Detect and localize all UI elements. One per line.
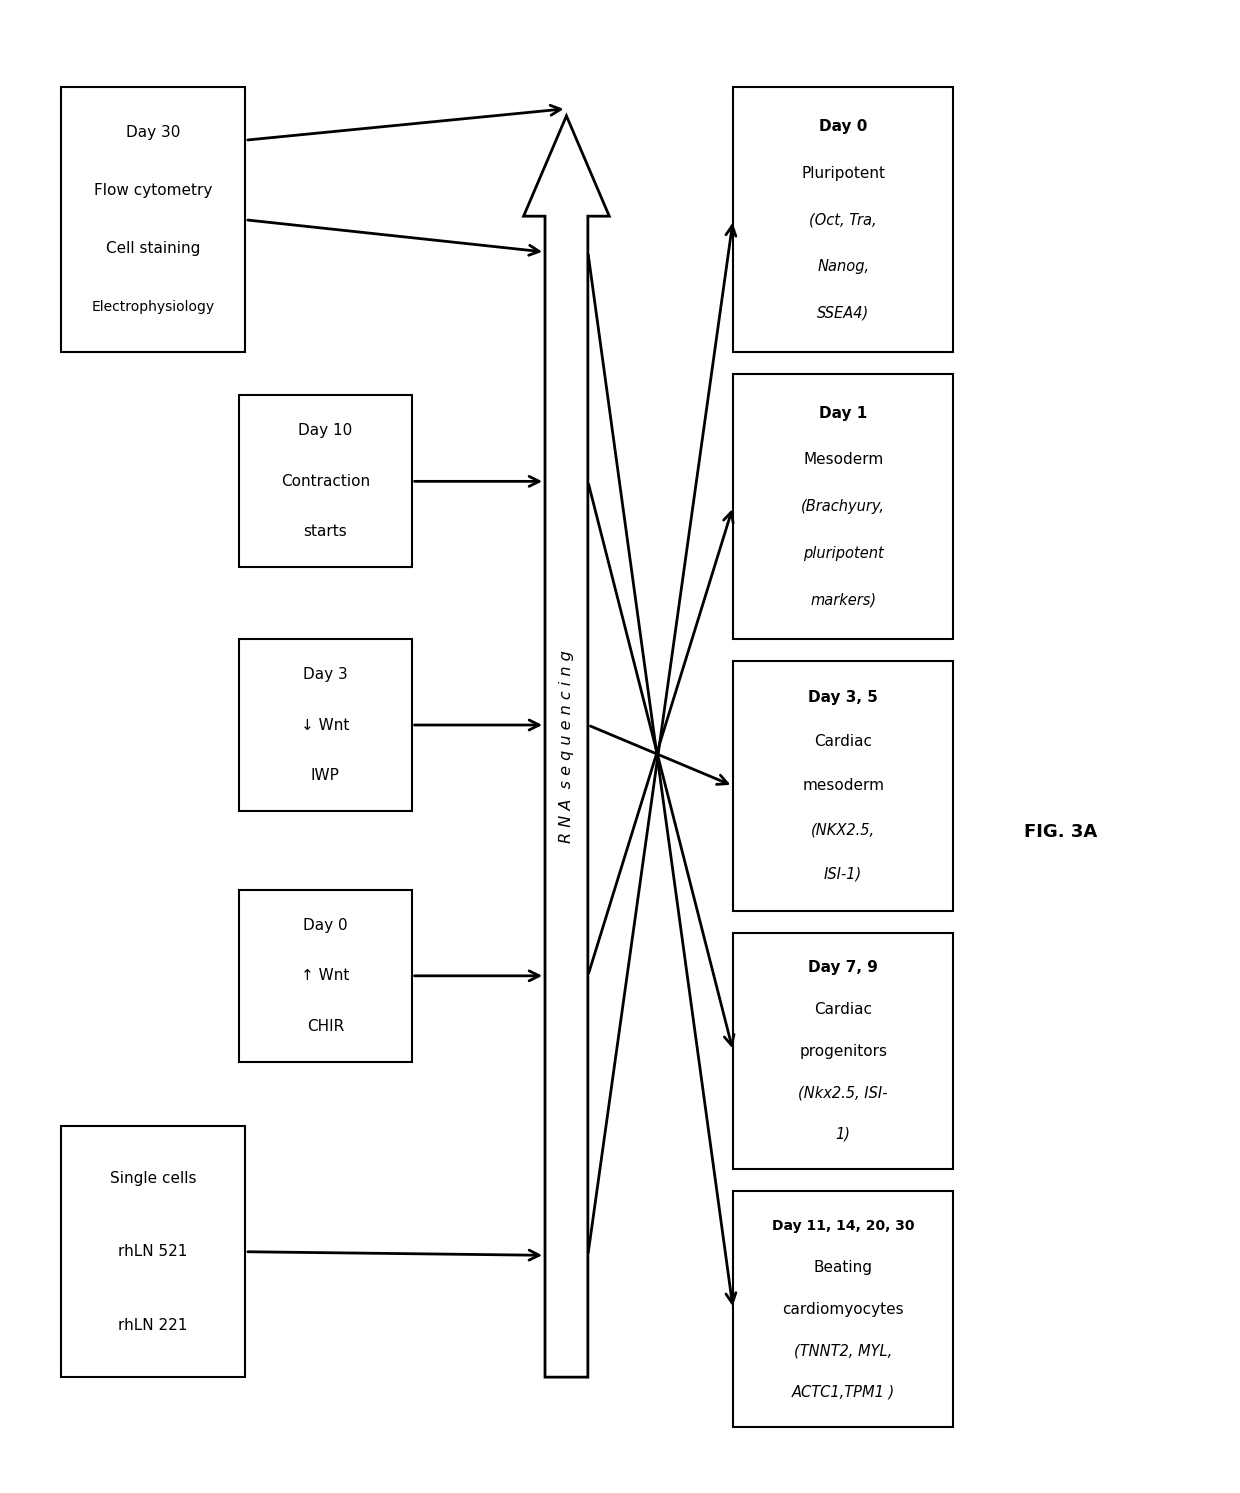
Text: ACTC1,TPM1 ): ACTC1,TPM1 ) xyxy=(791,1386,895,1400)
Text: Day 3, 5: Day 3, 5 xyxy=(808,690,878,705)
Text: (TNNT2, MYL,: (TNNT2, MYL, xyxy=(794,1344,893,1359)
Text: Day 3: Day 3 xyxy=(303,667,347,682)
Text: IWP: IWP xyxy=(311,767,340,782)
Text: ↓ Wnt: ↓ Wnt xyxy=(301,718,350,733)
Text: ↑ Wnt: ↑ Wnt xyxy=(301,969,350,984)
FancyBboxPatch shape xyxy=(61,1126,246,1377)
Polygon shape xyxy=(523,116,609,1377)
Text: ISI-1): ISI-1) xyxy=(825,867,862,882)
Text: Day 10: Day 10 xyxy=(299,424,352,439)
Text: Flow cytometry: Flow cytometry xyxy=(93,184,212,199)
FancyBboxPatch shape xyxy=(733,1191,954,1427)
Text: Cardiac: Cardiac xyxy=(815,735,872,749)
Text: Beating: Beating xyxy=(813,1260,873,1275)
Text: markers): markers) xyxy=(810,593,877,608)
Text: pluripotent: pluripotent xyxy=(802,545,884,560)
FancyBboxPatch shape xyxy=(733,87,954,352)
Text: R N A  s e q u e n c i n g: R N A s e q u e n c i n g xyxy=(559,649,574,844)
Text: mesoderm: mesoderm xyxy=(802,778,884,793)
Text: 1): 1) xyxy=(836,1127,851,1142)
Text: rhLN 221: rhLN 221 xyxy=(118,1318,187,1333)
FancyBboxPatch shape xyxy=(733,660,954,911)
Text: Cell staining: Cell staining xyxy=(105,242,200,257)
Text: Electrophysiology: Electrophysiology xyxy=(92,300,215,314)
Text: progenitors: progenitors xyxy=(800,1044,887,1059)
Text: (Oct, Tra,: (Oct, Tra, xyxy=(810,212,877,227)
FancyBboxPatch shape xyxy=(239,890,412,1062)
Text: (Brachyury,: (Brachyury, xyxy=(801,499,885,514)
FancyBboxPatch shape xyxy=(239,639,412,811)
Text: Cardiac: Cardiac xyxy=(815,1002,872,1017)
Text: Day 1: Day 1 xyxy=(820,406,867,421)
Text: Day 7, 9: Day 7, 9 xyxy=(808,960,878,975)
FancyBboxPatch shape xyxy=(61,87,246,352)
Text: Day 11, 14, 20, 30: Day 11, 14, 20, 30 xyxy=(773,1218,914,1233)
Text: rhLN 521: rhLN 521 xyxy=(118,1244,187,1259)
FancyBboxPatch shape xyxy=(733,373,954,639)
Text: SSEA4): SSEA4) xyxy=(817,306,869,321)
Text: Nanog,: Nanog, xyxy=(817,258,869,273)
Text: Day 0: Day 0 xyxy=(818,119,868,134)
Text: Single cells: Single cells xyxy=(109,1171,196,1185)
Text: Mesoderm: Mesoderm xyxy=(804,452,883,467)
Text: CHIR: CHIR xyxy=(306,1018,343,1033)
Text: (Nkx2.5, ISI-: (Nkx2.5, ISI- xyxy=(799,1085,888,1100)
Text: FIG. 3A: FIG. 3A xyxy=(1024,824,1097,842)
Text: starts: starts xyxy=(304,524,347,539)
Text: Day 0: Day 0 xyxy=(303,918,347,933)
Text: cardiomyocytes: cardiomyocytes xyxy=(782,1302,904,1317)
Text: (NKX2.5,: (NKX2.5, xyxy=(811,823,875,838)
FancyBboxPatch shape xyxy=(733,933,954,1169)
FancyBboxPatch shape xyxy=(239,396,412,567)
Text: Day 30: Day 30 xyxy=(125,125,180,140)
Text: Contraction: Contraction xyxy=(280,473,370,488)
Text: Pluripotent: Pluripotent xyxy=(801,166,885,181)
